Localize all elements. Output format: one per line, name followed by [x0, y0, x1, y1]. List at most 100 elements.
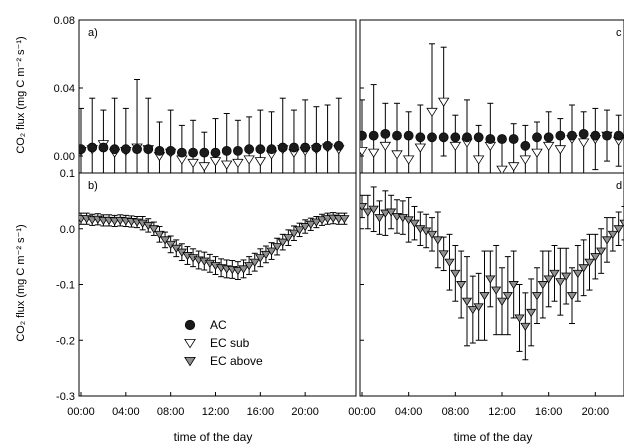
- point-ec-sub: [496, 165, 508, 173]
- point-ac: [244, 144, 255, 155]
- panel-frame-3: [359, 172, 624, 397]
- point-ac: [497, 134, 507, 144]
- point-ec-above: [260, 250, 272, 260]
- point-ec-above: [572, 269, 583, 279]
- point-ac: [520, 140, 531, 151]
- x-axis-label-left: time of the day: [174, 430, 253, 444]
- point-ec-above: [520, 322, 531, 332]
- point-ec-above: [578, 264, 589, 273]
- point-ec-above: [473, 303, 484, 312]
- point-ec-sub: [243, 155, 255, 165]
- point-ac: [590, 130, 601, 141]
- legend: AC EC sub EC above: [184, 318, 263, 368]
- point-ac: [322, 140, 333, 151]
- point-ac: [415, 132, 426, 143]
- point-ec-above: [249, 258, 260, 267]
- point-ac: [255, 144, 266, 155]
- x-axis-label-right: time of the day: [454, 430, 533, 444]
- point-ac: [87, 142, 98, 153]
- point-ec-above: [467, 306, 478, 315]
- point-ec-above: [409, 219, 420, 228]
- point-ec-sub: [379, 141, 392, 152]
- x-tick-label: 04:00: [112, 406, 140, 418]
- point-ec-above: [386, 208, 397, 217]
- x-tick-label: 04:00: [395, 406, 423, 418]
- point-ec-sub: [437, 97, 450, 107]
- point-ec-sub: [209, 157, 222, 167]
- point-ec-above: [444, 258, 455, 267]
- x-tick-label: 00:00: [67, 406, 95, 418]
- point-ec-sub: [507, 162, 520, 172]
- point-ec-above: [496, 297, 508, 306]
- point-ac: [380, 128, 391, 139]
- point-ec-above: [300, 223, 311, 232]
- point-ec-above: [305, 220, 316, 230]
- y-tick-label: 0.08: [54, 15, 75, 27]
- x-tick-label: 20:00: [582, 406, 610, 418]
- panel-series-3: [360, 186, 624, 361]
- point-ac: [485, 134, 496, 144]
- point-ec-above: [566, 292, 578, 301]
- point-ac: [360, 130, 367, 141]
- point-ec-above: [526, 308, 537, 318]
- y-tick-label: 0.0: [60, 224, 75, 236]
- point-ac: [543, 132, 554, 143]
- point-ec-above: [479, 292, 490, 301]
- point-ec-above: [596, 247, 607, 256]
- legend-marker: [184, 319, 196, 331]
- point-ac: [79, 144, 86, 155]
- point-ac: [143, 144, 154, 155]
- point-ec-above: [283, 234, 294, 243]
- panel-series-0: [79, 79, 345, 173]
- point-ac: [567, 130, 577, 141]
- point-ec-above: [272, 243, 283, 252]
- point-ec-above: [537, 281, 548, 290]
- point-ac: [450, 132, 461, 143]
- point-ec-sub: [554, 145, 567, 155]
- point-ac: [368, 130, 379, 141]
- point-ac: [120, 144, 131, 155]
- plot-marks: [79, 43, 624, 361]
- point-ec-above: [619, 219, 624, 228]
- x-tick-label: 16:00: [535, 406, 563, 418]
- point-ac: [221, 145, 232, 156]
- point-ac: [532, 132, 542, 143]
- point-ec-above: [368, 205, 379, 214]
- point-ec-sub: [402, 155, 415, 165]
- point-ac: [427, 132, 437, 143]
- point-ac: [188, 147, 198, 158]
- point-ec-above: [555, 278, 566, 287]
- point-ec-above: [374, 214, 385, 223]
- point-ac: [508, 134, 519, 144]
- point-ec-sub: [198, 162, 211, 172]
- point-ec-above: [316, 216, 328, 225]
- point-ec-sub: [232, 158, 244, 169]
- point-ec-sub: [449, 141, 462, 152]
- panel-frames: [78, 19, 624, 397]
- point-ec-sub: [367, 148, 380, 158]
- point-ec-above: [288, 229, 300, 238]
- point-ac: [132, 144, 142, 155]
- point-ec-sub: [519, 155, 532, 165]
- panel-frame-2: [359, 19, 624, 174]
- point-ec-above: [266, 247, 277, 256]
- point-ac: [602, 130, 612, 141]
- point-ec-above: [362, 208, 373, 217]
- panel-label: a): [88, 27, 98, 39]
- point-ec-sub: [577, 138, 590, 148]
- point-ac: [233, 145, 243, 156]
- x-tick-label: 08:00: [442, 406, 470, 418]
- point-ec-above: [244, 262, 255, 271]
- point-ac: [438, 132, 449, 143]
- y-tick-label: 0.04: [54, 83, 75, 95]
- point-ec-above: [438, 250, 449, 259]
- point-ac: [289, 142, 299, 153]
- point-ec-sub: [220, 160, 233, 170]
- point-ac: [109, 144, 120, 155]
- point-ec-above: [613, 225, 624, 234]
- point-ac: [277, 142, 288, 153]
- point-ec-sub: [472, 155, 485, 165]
- y-tick-label: -0.3: [56, 391, 75, 403]
- point-ec-above: [450, 269, 461, 279]
- point-ec-above: [294, 226, 305, 235]
